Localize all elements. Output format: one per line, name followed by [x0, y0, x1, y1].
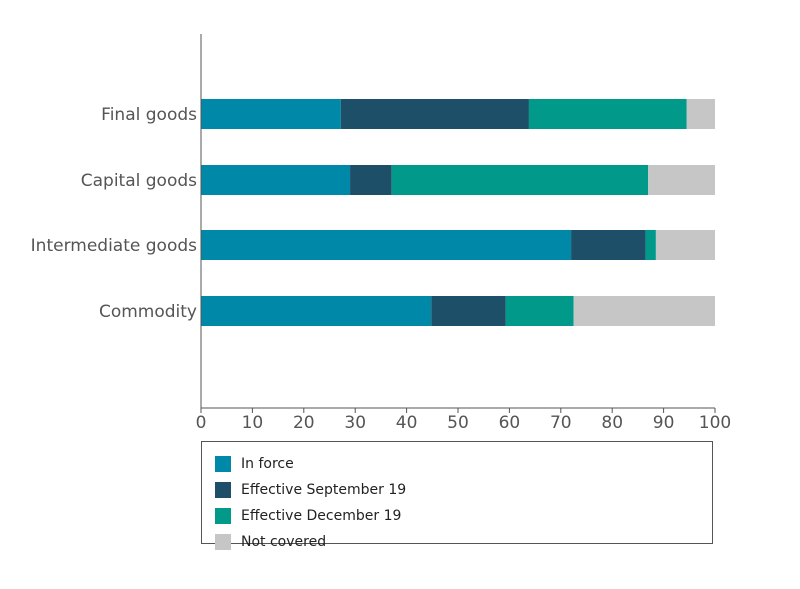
category-label: Intermediate goods	[31, 236, 197, 256]
x-tick-label: 100	[699, 413, 731, 433]
x-tick-label: 80	[601, 413, 623, 433]
bar-segment	[505, 296, 574, 326]
bar-segment	[528, 99, 687, 129]
legend-label: In force	[241, 456, 294, 472]
legend-swatch	[215, 534, 231, 550]
bar-segment	[391, 165, 649, 195]
x-tick-label: 30	[344, 413, 366, 433]
legend-label: Not covered	[241, 534, 327, 550]
bar-segment	[350, 165, 392, 195]
bar-segment	[645, 230, 656, 260]
legend: In force Effective September 19 Effective …	[201, 441, 713, 550]
x-tick-label: 60	[499, 413, 521, 433]
legend-item: Not covered	[202, 529, 712, 555]
x-tick-label: 20	[293, 413, 315, 433]
x-axis-ticks: 0 10 20 30 40 50 60 70 80 90 100	[196, 408, 731, 433]
bar-segment	[201, 165, 351, 195]
category-labels: Final goods Capital goods Intermediate goo…	[31, 105, 197, 322]
bar-segment	[431, 296, 506, 326]
legend-swatch	[215, 482, 231, 498]
bars-group	[201, 99, 715, 326]
legend-item: Effective September 19	[202, 477, 712, 503]
x-tick-label: 90	[653, 413, 675, 433]
legend-swatch	[215, 456, 231, 472]
x-tick-label: 0	[196, 413, 207, 433]
legend-label: Effective December 19	[241, 508, 402, 524]
bar-segment	[571, 230, 646, 260]
legend-item: In force	[202, 451, 712, 477]
x-tick-label: 40	[396, 413, 418, 433]
bar-segment	[573, 296, 715, 326]
legend-swatch	[215, 508, 231, 524]
x-tick-label: 50	[447, 413, 469, 433]
bar-segment	[201, 99, 341, 129]
x-tick-label: 70	[550, 413, 572, 433]
x-tick-label: 10	[242, 413, 264, 433]
legend-label: Effective September 19	[241, 482, 407, 498]
category-label: Commodity	[99, 302, 197, 322]
chart-area: Final goods Capital goods Intermediate goo…	[31, 34, 731, 433]
category-label: Final goods	[101, 105, 197, 125]
bar-segment	[648, 165, 715, 195]
legend-item: Effective December 19	[202, 503, 712, 529]
bar-segment	[655, 230, 715, 260]
bar-segment	[686, 99, 715, 129]
bar-segment	[340, 99, 529, 129]
bar-segment	[201, 230, 572, 260]
bar-segment	[201, 296, 432, 326]
category-label: Capital goods	[81, 171, 197, 191]
